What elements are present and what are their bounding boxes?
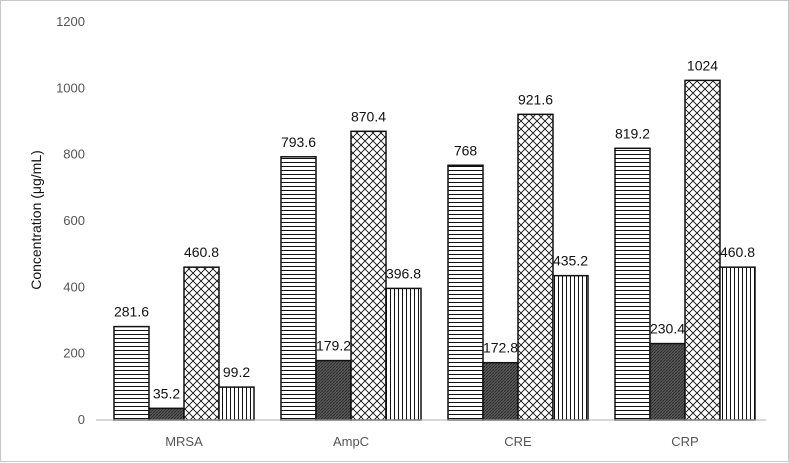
- data-label: 870.4: [351, 108, 386, 124]
- y-tick-labels: 0 200 400 600 800 1000 1200: [56, 14, 85, 427]
- data-labels: 281.6 35.2 460.8 99.2 793.6 179.2 870.4 396.8 76…: [114, 57, 755, 401]
- x-tick-label: MRSA: [165, 434, 203, 449]
- bar-mrsa-s2: [148, 407, 185, 421]
- bar-cre-s2: [482, 361, 519, 421]
- y-axis-label: Concentration (μg/mL): [28, 150, 44, 290]
- x-tick-labels: MRSA AmpC CRE CRP: [165, 434, 699, 449]
- data-label: 1024: [687, 57, 718, 73]
- data-label: 460.8: [720, 244, 755, 260]
- y-tick-label: 600: [63, 213, 85, 228]
- bars: [113, 79, 756, 421]
- data-label: 99.2: [223, 364, 250, 380]
- x-tick-label: AmpC: [333, 434, 369, 449]
- data-label: 179.2: [316, 338, 351, 354]
- bar-crp-s3: [684, 79, 721, 421]
- y-tick-label: 0: [78, 412, 85, 427]
- data-label: 281.6: [114, 304, 149, 320]
- bar-mrsa-s4: [218, 386, 255, 421]
- data-label: 396.8: [386, 265, 421, 281]
- data-label: 793.6: [281, 134, 316, 150]
- bar-mrsa-s3: [183, 266, 220, 421]
- data-label: 230.4: [650, 321, 685, 337]
- bar-cre-s3: [517, 113, 554, 421]
- data-label: 921.6: [518, 91, 553, 107]
- y-tick-label: 800: [63, 147, 85, 162]
- data-label: 172.8: [483, 340, 518, 356]
- bar-crp-s4: [719, 266, 756, 421]
- data-label: 819.2: [615, 125, 650, 141]
- data-label: 460.8: [184, 244, 219, 260]
- bar-ampc-s3: [350, 130, 387, 421]
- bar-cre-s4: [552, 274, 589, 421]
- data-label: 435.2: [553, 253, 588, 269]
- x-tick-label: CRE: [504, 434, 532, 449]
- bar-ampc-s2: [315, 359, 352, 421]
- data-label: 35.2: [153, 385, 180, 401]
- data-label: 768: [454, 142, 478, 158]
- bar-ampc-s1: [280, 156, 317, 421]
- y-tick-label: 400: [63, 279, 85, 294]
- y-tick-label: 200: [63, 346, 85, 361]
- x-tick-label: CRP: [671, 434, 698, 449]
- bar-ampc-s4: [385, 287, 422, 421]
- y-tick-label: 1200: [56, 14, 85, 29]
- bar-crp-s2: [649, 342, 686, 421]
- bar-cre-s1: [447, 164, 484, 421]
- bar-crp-s1: [614, 147, 651, 421]
- bar-mrsa-s1: [113, 325, 150, 421]
- y-tick-label: 1000: [56, 80, 85, 95]
